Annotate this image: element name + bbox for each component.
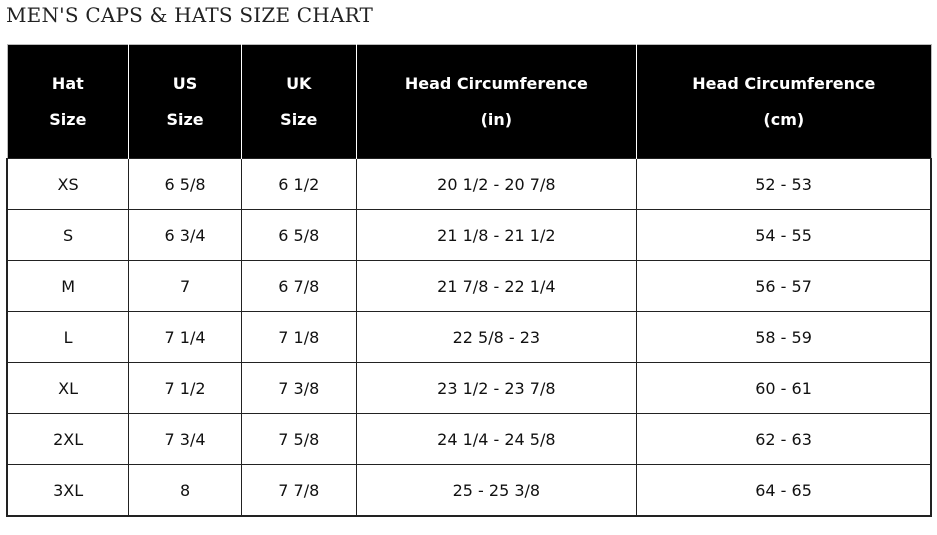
cell-hat-size: S [6, 209, 130, 261]
table-row: XS 6 5/8 6 1/2 20 1/2 - 20 7/8 52 - 53 [6, 158, 933, 210]
cell-uk-size: 7 1/8 [240, 311, 357, 363]
header-line: US [172, 73, 198, 93]
cell-head-circumference-in: 22 5/8 - 23 [355, 311, 638, 363]
cell-uk-size: 7 7/8 [240, 464, 357, 517]
cell-head-circumference-cm: 60 - 61 [636, 362, 933, 414]
header-line: Size [49, 109, 87, 129]
header-row: Hat Size US Size UK Size Head Circumference (in… [7, 44, 931, 159]
column-header-us-size: US Size [128, 44, 242, 159]
cell-hat-size: XL [6, 362, 130, 414]
table-row: 2XL 7 3/4 7 5/8 24 1/4 - 24 5/8 62 - 63 [6, 413, 933, 465]
cell-uk-size: 6 5/8 [240, 209, 357, 261]
column-header-uk-size: UK Size [240, 44, 357, 159]
cell-head-circumference-cm: 62 - 63 [636, 413, 933, 465]
cell-us-size: 7 1/4 [128, 311, 242, 363]
table-row: XL 7 1/2 7 3/8 23 1/2 - 23 7/8 60 - 61 [6, 362, 933, 414]
cell-hat-size: M [6, 260, 130, 312]
cell-uk-size: 6 7/8 [240, 260, 357, 312]
cell-hat-size: XS [6, 158, 130, 210]
cell-us-size: 6 5/8 [128, 158, 242, 210]
cell-us-size: 7 [128, 260, 242, 312]
cell-head-circumference-cm: 58 - 59 [636, 311, 933, 363]
column-header-head-circumference-cm: Head Circumference (cm) [636, 44, 931, 159]
cell-uk-size: 7 3/8 [240, 362, 357, 414]
header-line: (in) [480, 109, 513, 129]
cell-head-circumference-cm: 54 - 55 [636, 209, 933, 261]
cell-head-circumference-cm: 56 - 57 [636, 260, 933, 312]
cell-us-size: 7 3/4 [128, 413, 242, 465]
header-line: Head Circumference [404, 73, 588, 93]
cell-head-circumference-cm: 52 - 53 [636, 158, 933, 210]
cell-us-size: 7 1/2 [128, 362, 242, 414]
cell-head-circumference-in: 25 - 25 3/8 [355, 464, 638, 517]
cell-head-circumference-in: 20 1/2 - 20 7/8 [355, 158, 638, 210]
header-line: Head Circumference [692, 73, 876, 93]
size-chart-table: Hat Size US Size UK Size Head Circumference (in… [6, 44, 933, 517]
cell-us-size: 6 3/4 [128, 209, 242, 261]
page-title: MEN'S CAPS & HATS SIZE CHART [6, 3, 374, 27]
cell-hat-size: 2XL [6, 413, 130, 465]
column-header-hat-size: Hat Size [7, 44, 129, 159]
header-line: Size [280, 109, 318, 129]
cell-head-circumference-in: 24 1/4 - 24 5/8 [355, 413, 638, 465]
header-line: Hat [51, 73, 84, 93]
header-line: UK [286, 73, 312, 93]
cell-head-circumference-in: 23 1/2 - 23 7/8 [355, 362, 638, 414]
column-header-head-circumference-in: Head Circumference (in) [355, 44, 637, 159]
header-line: Size [166, 109, 204, 129]
cell-hat-size: 3XL [6, 464, 130, 517]
cell-head-circumference-cm: 64 - 65 [636, 464, 933, 517]
cell-us-size: 8 [128, 464, 242, 517]
header-line: (cm) [763, 109, 805, 129]
table-row: 3XL 8 7 7/8 25 - 25 3/8 64 - 65 [6, 464, 933, 517]
cell-head-circumference-in: 21 1/8 - 21 1/2 [355, 209, 638, 261]
cell-hat-size: L [6, 311, 130, 363]
cell-head-circumference-in: 21 7/8 - 22 1/4 [355, 260, 638, 312]
cell-uk-size: 7 5/8 [240, 413, 357, 465]
cell-uk-size: 6 1/2 [240, 158, 357, 210]
